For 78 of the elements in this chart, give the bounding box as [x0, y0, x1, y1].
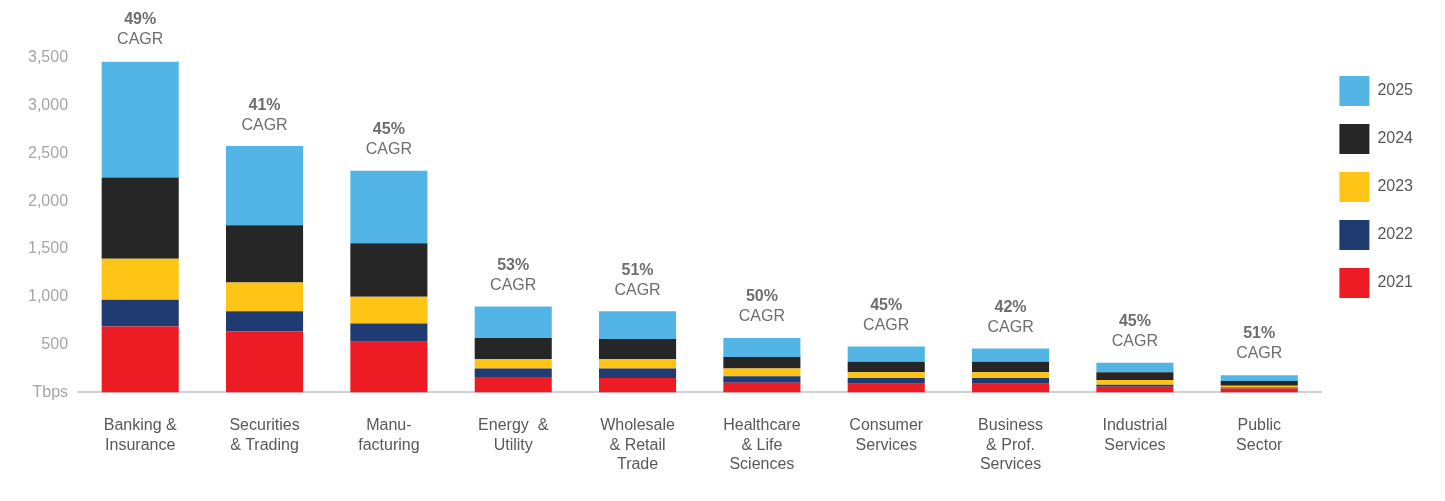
bar	[723, 357, 801, 369]
bar	[101, 177, 179, 259]
bar	[847, 372, 925, 379]
bar	[350, 243, 428, 297]
annotation: 50% CAGR	[738, 287, 786, 325]
bar	[226, 225, 304, 283]
bar	[1096, 362, 1174, 373]
annotation: 51% CAGR	[1236, 324, 1283, 362]
legend-label: 2025	[1377, 81, 1414, 99]
bar	[350, 170, 428, 244]
bar	[972, 348, 1050, 362]
bar	[101, 61, 179, 178]
bar	[226, 331, 304, 393]
bar	[599, 378, 677, 393]
annotation: 49% CAGR	[117, 10, 164, 48]
annotation: 41% CAGR	[241, 96, 288, 134]
bar	[474, 368, 552, 378]
bar	[226, 311, 304, 332]
x-tick-label: Industrial Services	[1102, 416, 1168, 453]
bar	[474, 377, 552, 393]
bar	[972, 383, 1050, 393]
bar	[599, 358, 677, 369]
bar	[226, 145, 304, 226]
bar	[101, 326, 179, 393]
bar	[350, 296, 428, 324]
bar	[599, 368, 677, 379]
legend-label: 2021	[1377, 273, 1414, 291]
bar	[723, 382, 801, 393]
bar	[350, 323, 428, 342]
annotation: 53% CAGR	[490, 256, 537, 294]
x-tick-label: Energy & Utility	[478, 416, 549, 453]
bar	[474, 306, 552, 338]
legend-label: 2024	[1377, 129, 1414, 147]
x-tick-label: Wholesale & Retail Trade	[600, 416, 676, 472]
bar	[599, 338, 677, 359]
bar	[474, 358, 552, 369]
annotation: 45% CAGR	[1111, 312, 1159, 350]
x-tick-label: Manu- facturing	[358, 416, 420, 453]
bar	[847, 346, 925, 362]
x-tick-label: Business & Prof. Services	[978, 416, 1044, 472]
legend-label: 2022	[1377, 225, 1414, 243]
bar	[101, 258, 179, 300]
annotation: 45% CAGR	[365, 119, 412, 157]
bar	[474, 337, 552, 359]
y-tick-label: Tbps	[32, 382, 69, 400]
y-tick-label: 3,500	[27, 48, 69, 66]
y-tick-label: 500	[41, 335, 69, 353]
bar	[847, 378, 925, 384]
y-tick-label: 3,000	[27, 96, 69, 114]
x-tick-label: Consumer Services	[849, 416, 924, 453]
bar	[1220, 375, 1298, 381]
y-tick-label: 1,500	[27, 239, 69, 257]
bar	[226, 282, 304, 312]
bar	[723, 337, 801, 358]
bar	[1220, 380, 1298, 386]
x-tick-label: Securities & Trading	[229, 416, 300, 453]
bar	[972, 361, 1050, 373]
annotation: 42% CAGR	[987, 298, 1034, 336]
bar	[101, 299, 179, 327]
legend-label: 2023	[1377, 177, 1414, 195]
x-tick-label: Banking & Insurance	[103, 416, 177, 453]
y-tick-label: 2,500	[27, 143, 69, 161]
bar	[847, 361, 925, 373]
bar	[847, 383, 925, 393]
bar	[972, 378, 1050, 384]
bar	[723, 368, 801, 377]
annotation: 51% CAGR	[614, 261, 661, 299]
bar	[972, 372, 1050, 379]
bar	[599, 311, 677, 339]
y-tick-label: 2,000	[27, 191, 69, 209]
bar	[1096, 372, 1174, 380]
bar	[723, 376, 801, 383]
x-tick-label: Healthcare & Life Sciences	[723, 416, 801, 472]
bar	[350, 341, 428, 393]
annotation: 45% CAGR	[863, 296, 910, 334]
y-tick-label: 1,000	[27, 287, 69, 305]
bar	[1096, 379, 1174, 385]
x-tick-label: Public Sector	[1236, 416, 1284, 453]
